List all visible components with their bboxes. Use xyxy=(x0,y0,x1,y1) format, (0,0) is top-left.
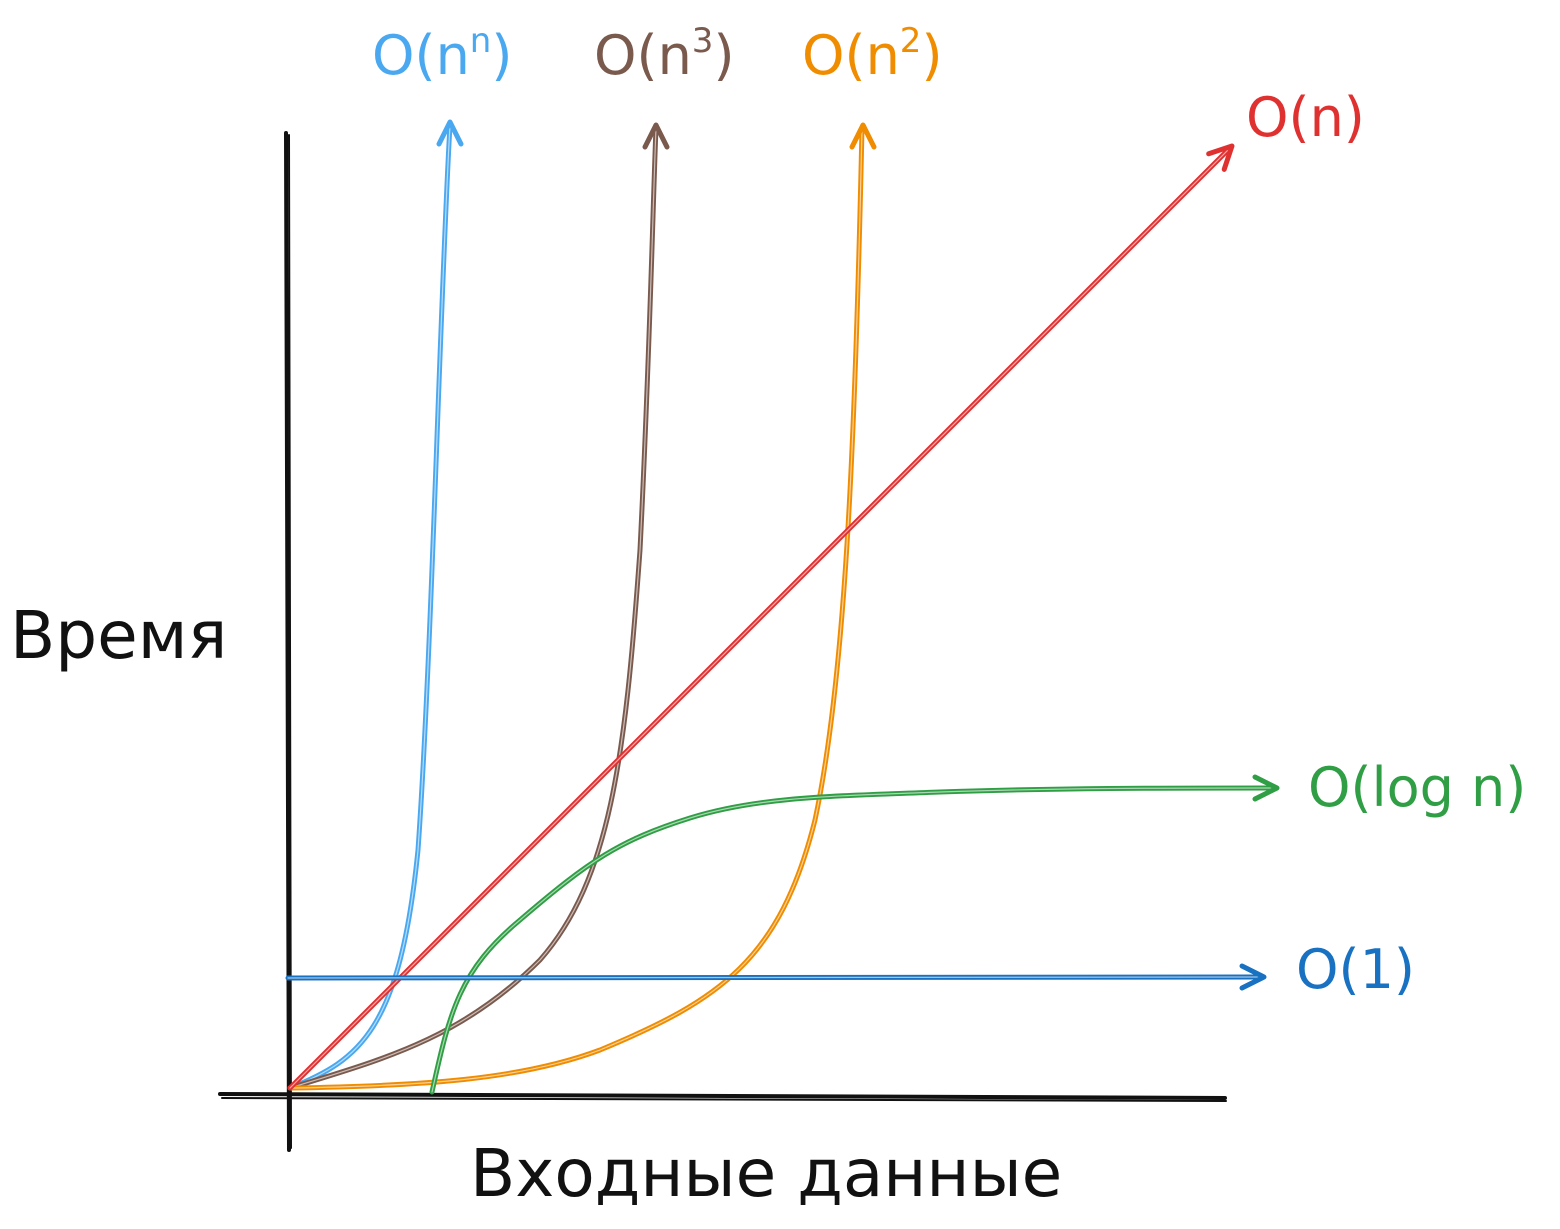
series-label-base: O(log n) xyxy=(1308,756,1526,819)
series-label-superscript: n xyxy=(470,21,492,61)
series-line-highlight-nn xyxy=(289,124,451,1089)
series-label-logn: O(log n) xyxy=(1308,756,1526,819)
arrowhead-c xyxy=(1239,963,1267,991)
series-n xyxy=(287,143,1235,1091)
series-label-close: ) xyxy=(713,24,734,87)
series-nn xyxy=(287,119,464,1091)
series-label-base: O(n xyxy=(802,24,900,87)
series-n2 xyxy=(287,122,877,1091)
series-line-highlight-n2 xyxy=(289,127,863,1089)
arrowhead-logn xyxy=(1252,774,1280,802)
x-axis-line xyxy=(218,1092,1227,1100)
series-line-highlight-c xyxy=(287,976,1263,979)
x-axis-label: Входные данные xyxy=(470,1135,1062,1212)
axes xyxy=(218,131,1227,1152)
series-label-close: ) xyxy=(921,24,942,87)
series-label-base: O(n) xyxy=(1246,86,1365,149)
series-c xyxy=(285,963,1267,991)
series-line-highlight-logn xyxy=(431,787,1276,1093)
series-line-nn xyxy=(287,122,453,1091)
series-line-highlight-n xyxy=(289,147,1231,1089)
series-line-highlight-n3 xyxy=(289,127,657,1089)
series-label-close: ) xyxy=(491,24,512,87)
series-label-n3: O(n3) xyxy=(594,21,735,87)
series-label-c: O(1) xyxy=(1296,938,1415,1001)
series-label-base: O(n xyxy=(594,24,692,87)
arrowhead-n xyxy=(1206,143,1235,172)
series-line-n3 xyxy=(287,125,659,1091)
x-axis-line-double xyxy=(221,1097,1227,1102)
series-label-nn: O(nn) xyxy=(372,21,512,87)
series-label-superscript: 3 xyxy=(692,21,714,61)
y-axis-label: Время xyxy=(10,597,227,674)
series-label-superscript: 2 xyxy=(900,21,922,61)
series-curves xyxy=(285,119,1280,1095)
y-axis-line xyxy=(284,131,291,1152)
series-label-base: O(n xyxy=(372,24,470,87)
series-label-n2: O(n2) xyxy=(802,21,943,87)
series-logn xyxy=(429,774,1280,1095)
arrowhead-n3 xyxy=(642,122,670,150)
series-label-n: O(n) xyxy=(1246,86,1365,149)
series-labels: O(nn) O(n3) O(n2)O(n)O(log n)O(1) xyxy=(372,21,1526,1001)
arrowhead-nn xyxy=(436,119,464,147)
series-n3 xyxy=(287,122,670,1091)
arrowhead-n2 xyxy=(849,122,877,150)
series-label-base: O(1) xyxy=(1296,938,1415,1001)
series-line-n2 xyxy=(287,125,865,1091)
